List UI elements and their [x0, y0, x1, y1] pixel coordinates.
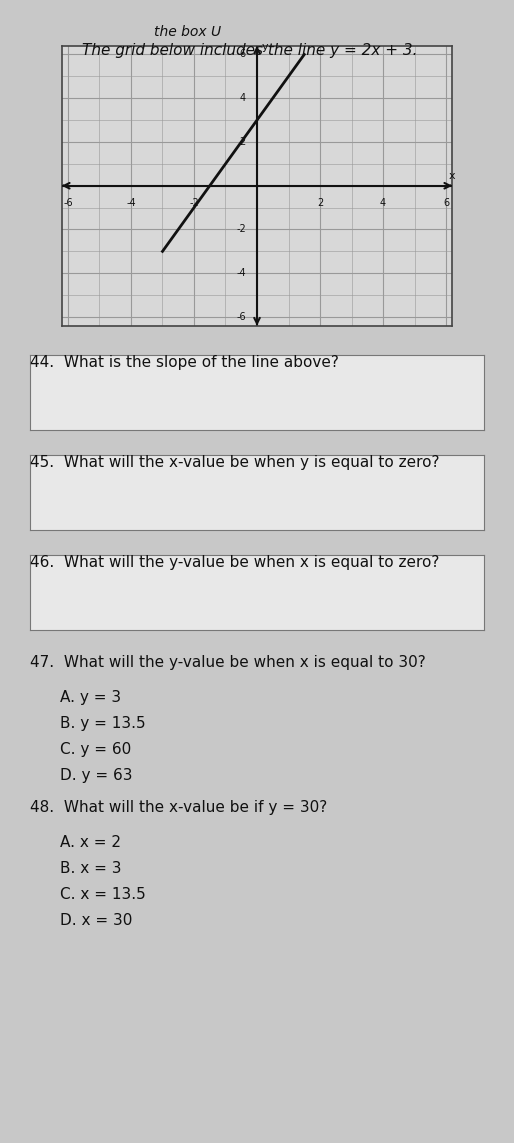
- Text: -6: -6: [63, 198, 73, 208]
- Text: the box U: the box U: [154, 25, 222, 39]
- Text: The grid below includes the line y = 2x + 3.: The grid below includes the line y = 2x …: [82, 43, 418, 58]
- Text: 2: 2: [317, 198, 323, 208]
- Text: -2: -2: [236, 224, 246, 234]
- Text: 46.  What will the y-value be when x is equal to zero?: 46. What will the y-value be when x is e…: [30, 555, 439, 570]
- Text: 6: 6: [443, 198, 449, 208]
- Text: 6: 6: [240, 49, 246, 59]
- Text: C. x = 13.5: C. x = 13.5: [60, 887, 146, 902]
- Text: 4: 4: [380, 198, 386, 208]
- Text: y: y: [262, 42, 268, 51]
- Text: 2: 2: [240, 137, 246, 147]
- Text: 45.  What will the x-value be when y is equal to zero?: 45. What will the x-value be when y is e…: [30, 455, 439, 470]
- Text: B. x = 3: B. x = 3: [60, 861, 121, 876]
- Text: B. y = 13.5: B. y = 13.5: [60, 716, 145, 732]
- Text: -6: -6: [236, 312, 246, 322]
- Text: -4: -4: [236, 269, 246, 278]
- Text: D. x = 30: D. x = 30: [60, 913, 133, 928]
- Text: -4: -4: [126, 198, 136, 208]
- Text: A. y = 3: A. y = 3: [60, 690, 121, 705]
- Text: -2: -2: [189, 198, 199, 208]
- Text: 48.  What will the x-value be if y = 30?: 48. What will the x-value be if y = 30?: [30, 800, 327, 815]
- Text: C. y = 60: C. y = 60: [60, 742, 131, 757]
- Text: 4: 4: [240, 94, 246, 103]
- Text: D. y = 63: D. y = 63: [60, 768, 133, 783]
- Text: 47.  What will the y-value be when x is equal to 30?: 47. What will the y-value be when x is e…: [30, 655, 426, 670]
- Text: 44.  What is the slope of the line above?: 44. What is the slope of the line above?: [30, 355, 339, 370]
- Text: x: x: [448, 171, 455, 181]
- Text: A. x = 2: A. x = 2: [60, 836, 121, 850]
